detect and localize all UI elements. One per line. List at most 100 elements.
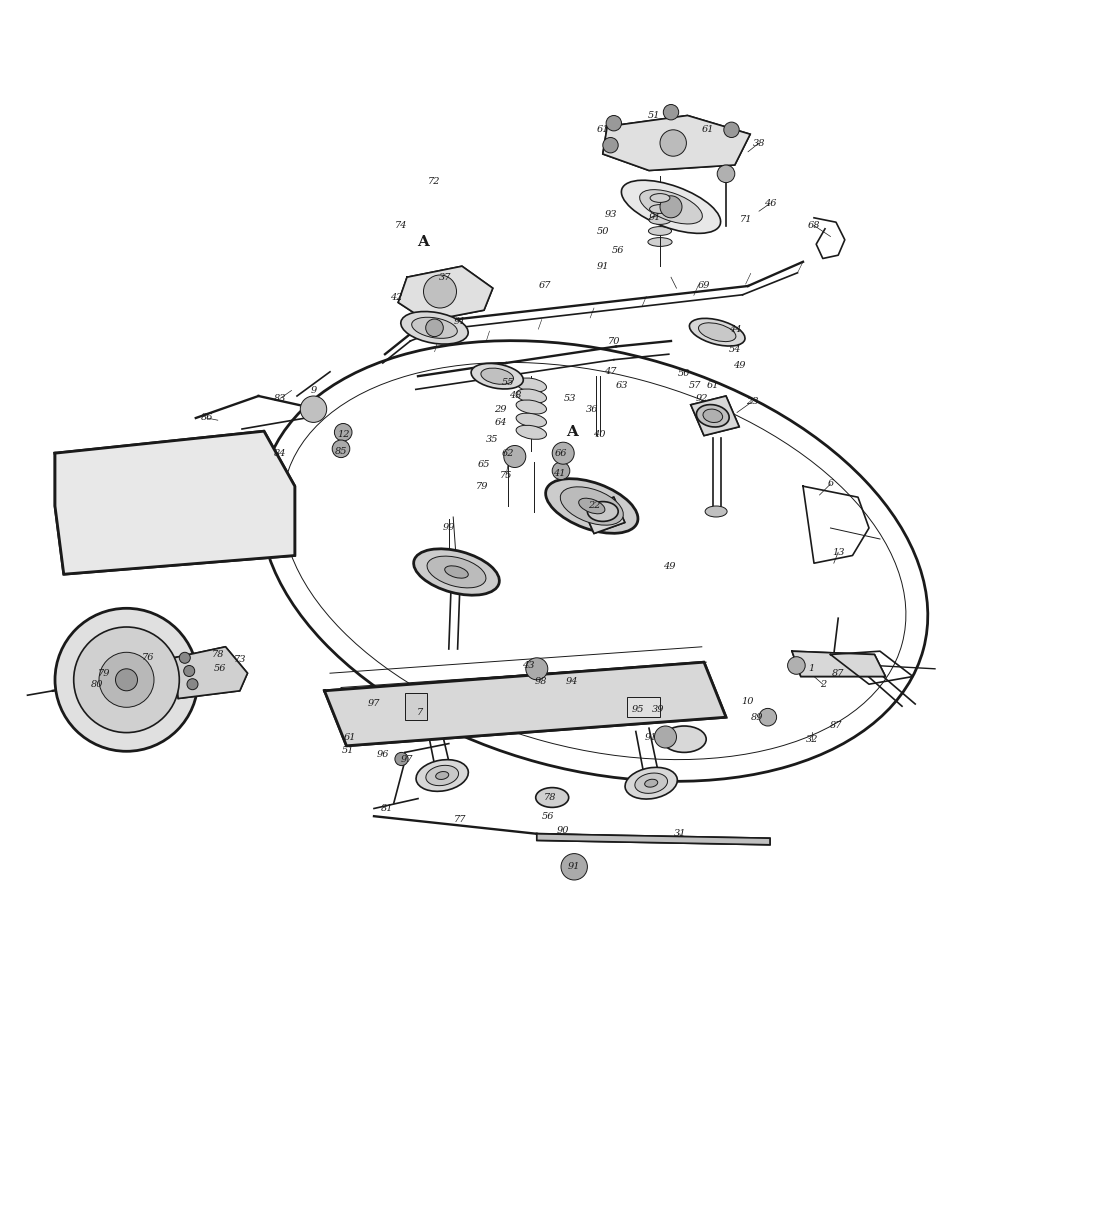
Text: 44: 44 bbox=[728, 325, 741, 335]
Text: 9: 9 bbox=[310, 386, 317, 395]
Polygon shape bbox=[174, 647, 248, 699]
Text: 36: 36 bbox=[585, 404, 598, 414]
Text: 35: 35 bbox=[485, 435, 498, 445]
Text: 69: 69 bbox=[697, 281, 711, 291]
Text: 92: 92 bbox=[695, 394, 708, 403]
Ellipse shape bbox=[546, 479, 638, 533]
Ellipse shape bbox=[621, 180, 720, 233]
Text: 31: 31 bbox=[673, 829, 686, 838]
Text: 78: 78 bbox=[211, 650, 224, 659]
Ellipse shape bbox=[516, 413, 547, 428]
Text: 12: 12 bbox=[337, 430, 350, 439]
Text: 51: 51 bbox=[341, 745, 354, 755]
Ellipse shape bbox=[471, 363, 524, 389]
Ellipse shape bbox=[444, 565, 469, 578]
Text: 61: 61 bbox=[702, 126, 715, 134]
Polygon shape bbox=[398, 266, 493, 322]
Circle shape bbox=[424, 275, 456, 308]
Text: 95: 95 bbox=[631, 705, 645, 715]
Text: 67: 67 bbox=[538, 281, 551, 291]
Text: 23: 23 bbox=[746, 397, 759, 407]
Text: 47: 47 bbox=[604, 367, 617, 376]
Circle shape bbox=[606, 116, 621, 131]
Text: A: A bbox=[418, 235, 429, 249]
Circle shape bbox=[395, 753, 408, 765]
Polygon shape bbox=[603, 116, 750, 170]
Text: 61: 61 bbox=[706, 381, 719, 389]
Text: 29: 29 bbox=[494, 404, 507, 414]
Ellipse shape bbox=[649, 216, 671, 224]
Ellipse shape bbox=[400, 312, 469, 344]
Text: 93: 93 bbox=[604, 209, 617, 219]
Text: 22: 22 bbox=[587, 501, 601, 510]
Text: 41: 41 bbox=[552, 468, 565, 478]
Ellipse shape bbox=[650, 193, 670, 202]
Text: 6: 6 bbox=[827, 479, 834, 489]
Text: 97: 97 bbox=[367, 700, 381, 708]
Circle shape bbox=[116, 669, 138, 691]
Text: 49: 49 bbox=[733, 361, 746, 370]
Polygon shape bbox=[537, 834, 770, 845]
Text: 79: 79 bbox=[98, 669, 111, 678]
Circle shape bbox=[552, 442, 574, 464]
Bar bbox=[405, 692, 427, 721]
Ellipse shape bbox=[705, 506, 727, 517]
Circle shape bbox=[300, 395, 327, 423]
Ellipse shape bbox=[427, 556, 486, 588]
Text: 73: 73 bbox=[233, 655, 246, 664]
Text: 87: 87 bbox=[832, 669, 845, 678]
Text: 51: 51 bbox=[648, 111, 661, 120]
Circle shape bbox=[654, 726, 676, 748]
Text: 56: 56 bbox=[213, 664, 227, 674]
Text: 91: 91 bbox=[568, 862, 581, 871]
Circle shape bbox=[426, 319, 443, 336]
Text: A: A bbox=[566, 425, 578, 440]
Ellipse shape bbox=[426, 765, 459, 786]
Text: 83: 83 bbox=[274, 394, 287, 403]
Text: 53: 53 bbox=[563, 394, 576, 403]
Circle shape bbox=[724, 122, 739, 138]
Circle shape bbox=[561, 854, 587, 880]
Circle shape bbox=[332, 440, 350, 457]
Text: 40: 40 bbox=[593, 430, 606, 439]
Text: 77: 77 bbox=[453, 816, 466, 824]
Ellipse shape bbox=[411, 318, 458, 339]
Text: 55: 55 bbox=[502, 378, 515, 387]
Ellipse shape bbox=[560, 487, 624, 525]
Ellipse shape bbox=[645, 779, 658, 787]
Text: 91: 91 bbox=[596, 261, 609, 271]
Ellipse shape bbox=[481, 368, 514, 384]
Circle shape bbox=[603, 138, 618, 153]
Ellipse shape bbox=[536, 787, 569, 807]
Text: 81: 81 bbox=[381, 804, 394, 813]
Text: 94: 94 bbox=[565, 678, 579, 686]
Text: 13: 13 bbox=[832, 548, 845, 557]
Ellipse shape bbox=[516, 378, 547, 392]
Text: 61: 61 bbox=[596, 126, 609, 134]
Ellipse shape bbox=[703, 409, 723, 423]
Text: 43: 43 bbox=[521, 662, 535, 670]
Text: 97: 97 bbox=[400, 754, 414, 764]
Text: 37: 37 bbox=[439, 272, 452, 282]
Text: 50: 50 bbox=[596, 227, 609, 235]
Text: 46: 46 bbox=[763, 200, 777, 208]
Circle shape bbox=[99, 652, 154, 707]
Ellipse shape bbox=[516, 389, 547, 403]
Text: 64: 64 bbox=[494, 418, 507, 428]
Ellipse shape bbox=[698, 323, 736, 341]
Text: 39: 39 bbox=[651, 705, 664, 715]
Polygon shape bbox=[792, 652, 886, 676]
Text: 86: 86 bbox=[200, 414, 213, 423]
Text: 56: 56 bbox=[541, 812, 554, 821]
Text: 48: 48 bbox=[508, 392, 521, 400]
Text: 42: 42 bbox=[389, 292, 403, 302]
Text: 80: 80 bbox=[90, 680, 103, 689]
Circle shape bbox=[179, 652, 190, 663]
Text: 74: 74 bbox=[395, 221, 408, 230]
Text: 75: 75 bbox=[499, 471, 513, 479]
Text: 32: 32 bbox=[805, 734, 818, 744]
Text: 62: 62 bbox=[502, 448, 515, 458]
Ellipse shape bbox=[625, 768, 678, 800]
Polygon shape bbox=[324, 662, 726, 745]
Text: 71: 71 bbox=[739, 216, 752, 224]
